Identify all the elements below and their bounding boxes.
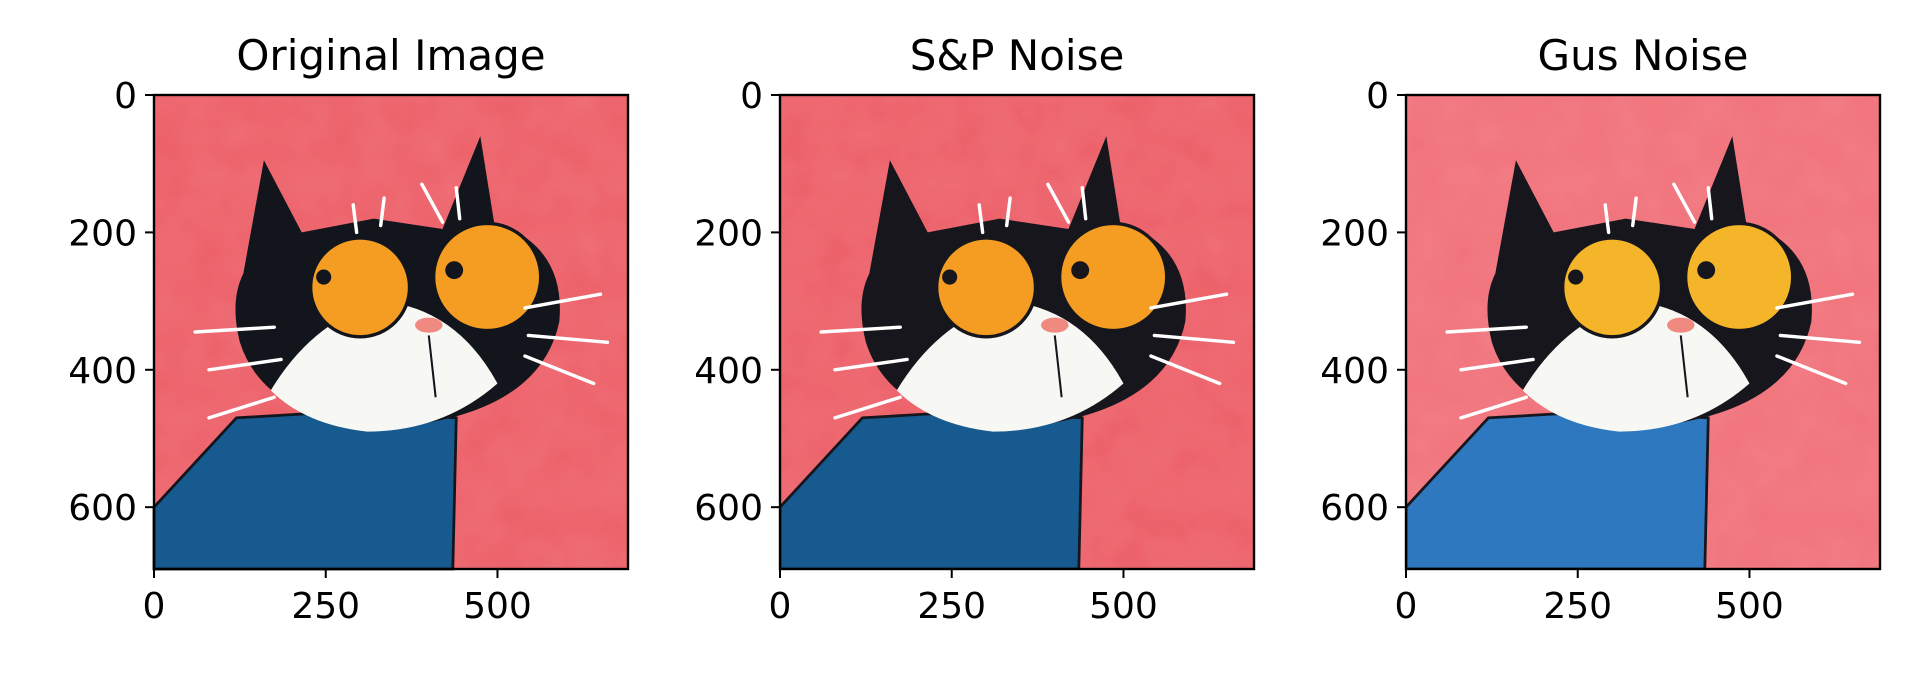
cat-whisker [1445,325,1528,334]
cat-whisker [1152,333,1236,345]
x-tick-label: 250 [291,586,360,627]
cat-whisker [1459,395,1528,420]
cat-whisker [833,395,902,420]
subplot-2: S&P Noise 0 250 500 0 200 400 600 [694,31,1256,627]
cat-nose [1667,317,1695,333]
subplot-image [152,95,628,571]
cat-whisker [193,325,276,334]
cat-left-eye [934,236,1038,339]
cat-muzzle [270,301,498,432]
subplot-title: S&P Noise [910,31,1125,80]
x-tick-label: 0 [1395,586,1418,627]
cat-whisker [1706,186,1714,221]
cat-left-pupil [316,269,332,285]
cat-mouth-line [427,335,437,398]
cat-whisker [207,357,283,372]
cat-whisker [1459,357,1535,372]
subplot-title: Original Image [236,31,545,80]
y-tick-label: 400 [694,351,763,392]
x-tick-label: 250 [917,586,986,627]
cat-left-eye [1560,236,1664,339]
y-tick-label: 400 [68,351,137,392]
cat-left-pupil [1568,269,1584,285]
x-tick-label: 500 [1715,586,1784,627]
axes-frame [1404,93,1882,571]
cat-whisker [351,203,359,235]
subplot-image [1404,95,1880,571]
subplot-3: Gus Noise 0 250 500 0 200 400 600 [1320,31,1882,627]
cat-whisker [1046,182,1071,224]
cat-whisker [819,325,902,334]
cat-mouth-line [1053,335,1063,398]
y-tick-label: 0 [1366,76,1389,117]
cat-right-eye [1057,221,1169,333]
x-tick-label: 500 [463,586,532,627]
cat-whisker [977,203,985,235]
cat-whisker [1778,333,1862,345]
cat-whisker [1672,182,1697,224]
cat-whisker [523,354,596,386]
cat-right-pupil [1071,261,1090,280]
cat-right-pupil [1697,261,1716,280]
y-tick-label: 200 [694,213,763,254]
y-tick-label: 600 [1320,488,1389,529]
cat-right-eye [1683,221,1795,333]
y-tick-label: 400 [1320,351,1389,392]
cat-whisker [207,395,276,420]
y-tick-label: 200 [68,213,137,254]
cat-whisker [833,357,909,372]
y-tick-label: 600 [68,488,137,529]
cat-whisker [1004,196,1012,228]
cat-whisker [1080,186,1088,221]
cat-muzzle [896,301,1124,432]
cat-whisker [1630,196,1638,228]
cat-whisker [1603,203,1611,235]
cat-left-eye [308,236,412,339]
y-tick-label: 600 [694,488,763,529]
cat-nose [1041,317,1069,333]
y-tick-label: 0 [740,76,763,117]
cat-muzzle [1522,301,1750,432]
y-tick-label: 200 [1320,213,1389,254]
cat-whisker [378,196,386,228]
axes-frame [152,93,630,571]
subplot-1: Original Image 0 250 500 0 200 400 600 [68,31,630,627]
subplot-title: Gus Noise [1538,31,1749,80]
cat-whisker [1775,354,1848,386]
cat-whisker [1149,292,1229,310]
cat-left-pupil [942,269,958,285]
subplot-image [778,95,1254,571]
x-tick-label: 500 [1089,586,1158,627]
y-tick-label: 0 [114,76,137,117]
cat-nose [415,317,443,333]
cat-right-pupil [445,261,464,280]
axes-frame [778,93,1256,571]
x-tick-label: 0 [769,586,792,627]
cat-whisker [454,186,462,221]
cat-whisker [1775,292,1855,310]
cat-right-eye [431,221,543,333]
cat-whisker [526,333,610,345]
x-tick-label: 250 [1543,586,1612,627]
x-tick-label: 0 [143,586,166,627]
cat-whisker [420,182,445,224]
cat-whisker [523,292,603,310]
cat-whisker [1149,354,1222,386]
cat-mouth-line [1679,335,1689,398]
